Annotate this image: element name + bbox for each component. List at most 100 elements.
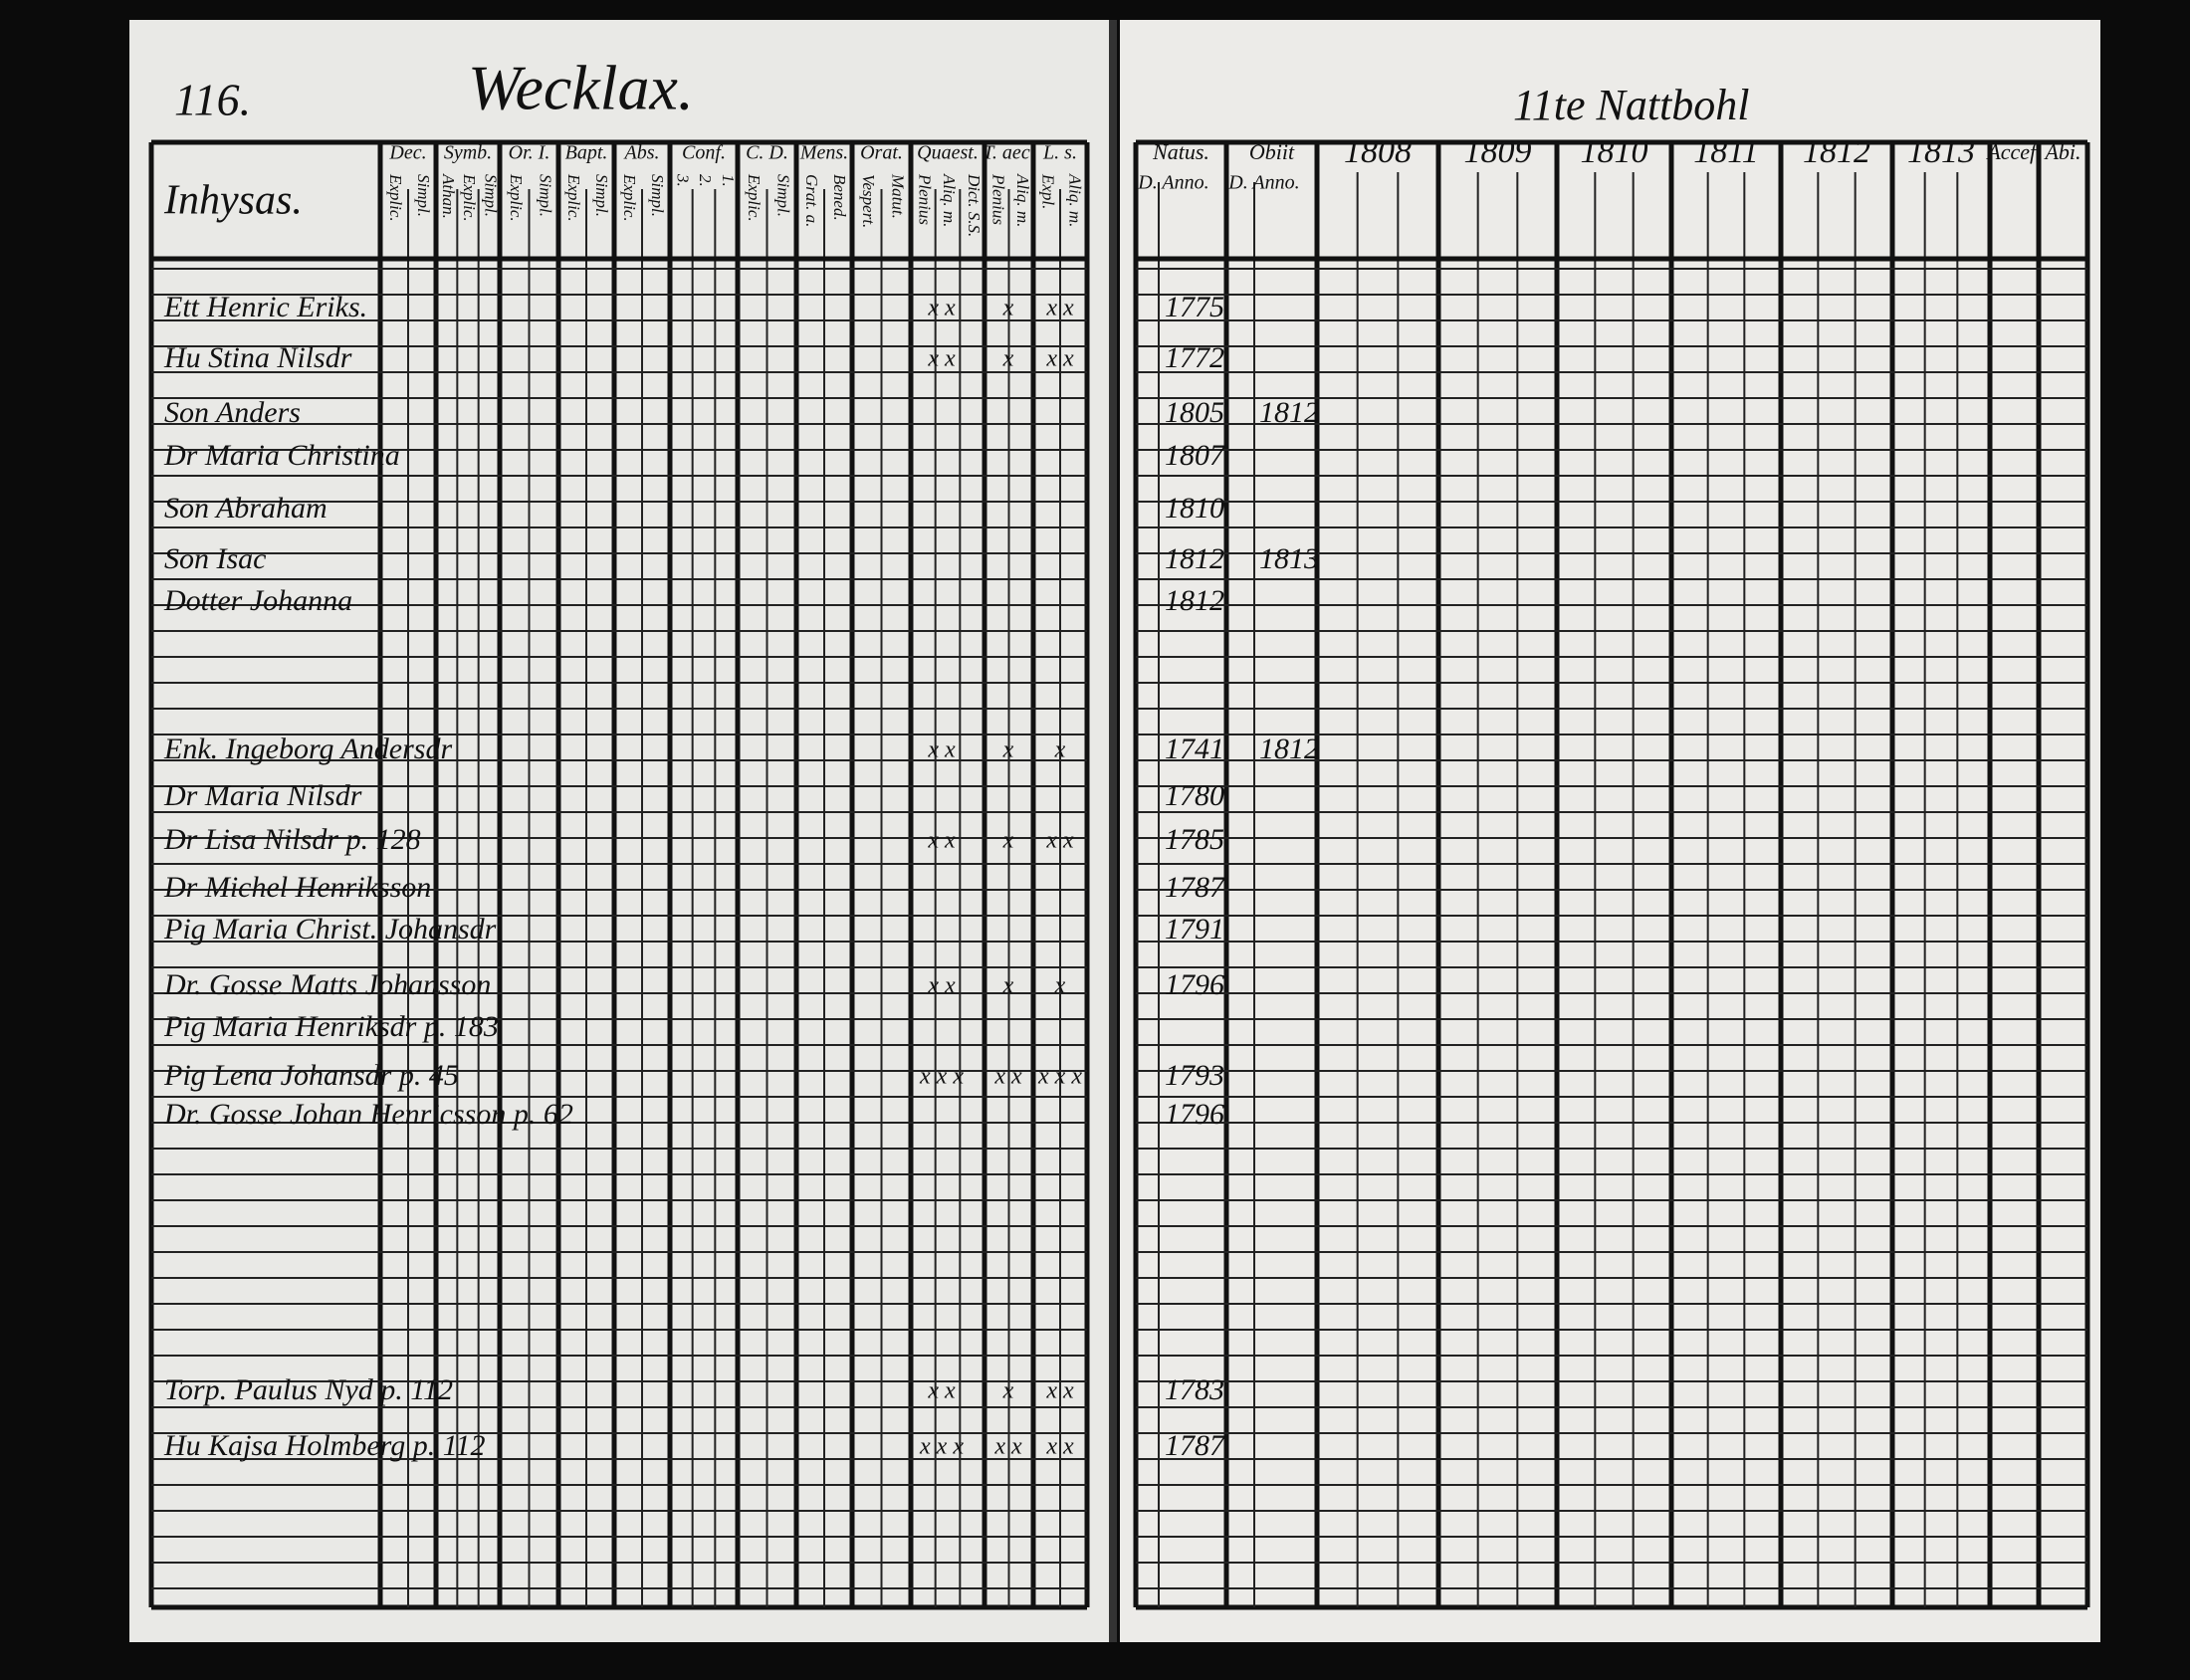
exam-mark: x	[1054, 737, 1066, 763]
page-number: 116.	[174, 75, 251, 125]
exam-mark: x x x	[1037, 1064, 1082, 1090]
column-subheader: Anno.	[1250, 172, 1299, 194]
column-subheader: Simpl.	[481, 174, 500, 217]
birth-year: 1787	[1165, 871, 1226, 904]
exam-mark: x x	[927, 1378, 956, 1404]
entry-name: Ett Henric Eriks.	[163, 291, 367, 323]
exam-mark: x x	[993, 1434, 1022, 1460]
column-subheader: Grat. a.	[802, 174, 821, 227]
column-subheader: Plenius	[915, 173, 934, 225]
entry-name: Dr Michel Henriksson	[163, 871, 431, 904]
column-subheader: Explic.	[745, 173, 764, 222]
death-year: 1813	[1259, 542, 1319, 575]
entry-name: Dr Maria Christina	[163, 439, 400, 472]
birth-year: 1775	[1165, 291, 1224, 323]
column-subheader: Simpl.	[414, 174, 433, 217]
birth-year: 1741	[1165, 733, 1224, 765]
entry-name: Dr. Gosse Johan Henricsson p. 62	[163, 1098, 573, 1131]
column-subheader: D.	[1227, 172, 1247, 194]
column-subheader: Explic.	[564, 173, 583, 222]
right-page	[1120, 20, 2100, 1642]
column-subheader: Explic.	[386, 173, 405, 222]
grid	[148, 139, 2090, 1610]
entry-name: Dotter Johanna	[163, 584, 352, 617]
birth-year: 1772	[1165, 341, 1224, 374]
exam-mark: x x	[1045, 346, 1074, 372]
birth-year: 1791	[1165, 913, 1224, 945]
birth-year: 1783	[1165, 1373, 1224, 1406]
column-subheader: Anno.	[1160, 172, 1208, 194]
exam-mark: x x	[993, 1064, 1022, 1090]
exam-mark: x x x	[919, 1064, 964, 1090]
left-page	[129, 20, 1110, 1642]
entry-name: Hu Kajsa Holmberg p. 112	[163, 1429, 486, 1462]
exam-mark: x x	[927, 296, 956, 321]
birth-year: 1796	[1165, 968, 1224, 1001]
column-header: 1809	[1464, 133, 1532, 170]
birth-year: 1793	[1165, 1059, 1224, 1092]
exam-mark: x	[1002, 296, 1014, 321]
column-subheader: Aliq. m.	[1066, 173, 1085, 227]
death-year: 1812	[1259, 733, 1319, 765]
column-subheader: Explic.	[620, 173, 639, 222]
entry-name: Son Isac	[164, 542, 266, 575]
entry-name: Torp. Paulus Nyd p. 112	[164, 1373, 453, 1406]
column-subheader: Explic.	[460, 173, 479, 222]
entry-name: Dr. Gosse Matts Johansson	[163, 968, 491, 1001]
column-subheader: 1.	[719, 174, 738, 187]
exam-mark: x	[1002, 737, 1014, 763]
column-subheader: Bened.	[830, 174, 849, 221]
column-header: C. D.	[746, 142, 788, 164]
birth-year: 1812	[1165, 584, 1224, 617]
village-title: Wecklax.	[468, 53, 694, 123]
column-header: 1810	[1581, 133, 1648, 170]
exam-mark: x x	[927, 346, 956, 372]
column-header: Quaest.	[917, 142, 979, 164]
exam-mark: x	[1002, 346, 1014, 372]
column-header: Accef.	[1985, 139, 2041, 164]
column-header: 1813	[1907, 133, 1975, 170]
column-subheader: Simpl.	[592, 174, 611, 217]
entry-name: Hu Stina Nilsdr	[163, 341, 352, 374]
entry-name: Enk. Ingeborg Andersdr	[163, 733, 452, 765]
column-header: Abi.	[2043, 139, 2080, 164]
birth-year: 1780	[1165, 779, 1224, 812]
column-header: L. s.	[1042, 142, 1077, 164]
column-header: Mens.	[799, 142, 848, 164]
column-subheader: Athan.	[439, 173, 458, 219]
column-subheader: Simpl.	[536, 174, 554, 217]
column-subheader: Expl.	[1039, 173, 1058, 209]
column-subheader: Plenius	[988, 173, 1007, 225]
exam-mark: x x x	[919, 1434, 964, 1460]
column-header: Orat.	[860, 142, 903, 164]
column-subheader: Aliq. m.	[1013, 173, 1032, 227]
birth-year: 1796	[1165, 1098, 1224, 1131]
column-header: Abs.	[623, 142, 660, 164]
column-subheader: Aliq. m.	[940, 173, 959, 227]
column-subheader: D.	[1137, 172, 1157, 194]
column-header: Or. I.	[509, 142, 550, 164]
column-subheader: Matut.	[888, 173, 907, 219]
column-header: Bapt.	[565, 142, 608, 164]
exam-mark: x x	[927, 973, 956, 999]
exam-mark: x x	[1045, 1378, 1074, 1404]
exam-mark: x x	[1045, 296, 1074, 321]
entry-name: Dr Lisa Nilsdr p. 128	[163, 823, 421, 856]
birth-year: 1787	[1165, 1429, 1226, 1462]
column-subheader: 2.	[696, 174, 715, 187]
column-header: Conf.	[682, 142, 726, 164]
entry-name: Pig Maria Henriksdr p. 183	[163, 1010, 499, 1043]
exam-mark: x x	[1045, 828, 1074, 854]
exam-mark: x x	[1045, 1434, 1074, 1460]
column-subheader: Simpl.	[648, 174, 667, 217]
content: Dec.Explic. Simpl.Symb.Athan. Explic. Simpl…	[163, 133, 2081, 1462]
entry-name: Dr Maria Nilsdr	[163, 779, 362, 812]
birth-year: 1812	[1165, 542, 1224, 575]
entry-name: Son Anders	[164, 396, 301, 429]
column-header: 1811	[1693, 133, 1758, 170]
column-subheader: Dict. S.S.	[965, 173, 984, 237]
birth-year: 1785	[1165, 823, 1224, 856]
entry-name: Pig Maria Christ. Johansdr	[163, 913, 497, 945]
